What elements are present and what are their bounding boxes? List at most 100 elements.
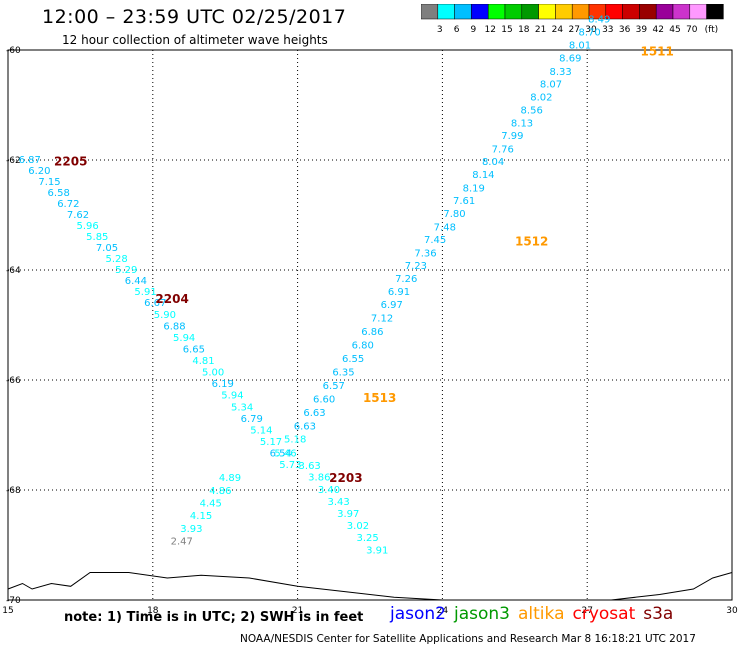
wave-height-value: 6.79 [241,414,263,425]
wave-height-value: 6.35 [332,368,354,379]
latitude-tick-label: -66 [6,376,21,386]
longitude-tick-label: 15 [2,606,13,616]
pass-time-label: 2203 [329,471,362,485]
satellite-legend: jason2 jason3 altika cryosat s3a [390,604,681,624]
wave-height-value: 6.63 [294,422,316,433]
pass-time-label: 2205 [54,155,87,169]
wave-height-value: 6.63 [303,408,325,419]
latitude-tick-label: -64 [6,266,21,276]
wave-height-value: 6.54 [270,448,292,459]
wave-height-value: 6.60 [313,395,335,406]
legend-label: 15 [501,25,512,35]
wave-height-value: 5.94 [173,333,195,344]
legend-label: 6 [454,25,460,35]
wave-height-value: 6.44 [125,276,147,287]
wave-height-value: 8.14 [472,170,494,181]
wave-height-value: 2.47 [171,536,193,547]
satellite-name: s3a [643,604,674,624]
legend-label: 30 [585,25,597,35]
pass-time-label: 1512 [515,234,548,248]
wave-height-value: 7.99 [501,131,523,142]
wave-height-value: 7.36 [414,248,436,259]
wave-height-value: 5.18 [284,435,306,446]
legend-label: 3 [437,25,443,35]
wave-height-value: 7.23 [405,261,427,272]
legend-label: 42 [652,25,663,35]
longitude-tick-label: 24 [437,606,449,616]
wave-height-value: 8.70 [578,28,600,39]
pass-time-label: 1511 [640,45,673,59]
wave-height-value: 3.97 [337,509,359,520]
wave-height-value: 6.20 [28,166,50,177]
wave-height-value: 7.61 [453,196,475,207]
wave-height-value: 6.80 [352,341,374,352]
wave-height-value: 8.07 [540,79,562,90]
legend-label: 27 [568,25,579,35]
wave-height-value: 7.62 [67,210,89,221]
wave-height-value: 6.72 [57,199,79,210]
legend-label: 45 [669,25,680,35]
wave-height-value: 4.86 [209,486,231,497]
latitude-tick-label: -68 [6,486,21,496]
wave-height-value: 3.25 [356,533,378,544]
wave-height-value: 3.91 [366,545,388,556]
wave-height-value: 6.57 [323,381,345,392]
wave-height-value: 6.97 [381,300,403,311]
wave-height-value: 7.05 [96,243,118,254]
wave-height-value: 5.46 [274,448,296,459]
wave-height-value: 7.76 [492,144,514,155]
legend-label: 9 [471,25,477,35]
wave-height-value: 7.15 [38,177,60,188]
legend-label: 18 [518,25,530,35]
wave-height-value: 5.90 [154,310,176,321]
wave-height-value: 3.40 [318,485,340,496]
legend-swatch [706,4,724,20]
wave-height-value: 3.93 [180,524,202,535]
longitude-tick-label: 18 [147,606,159,616]
wave-height-value: 6.91 [388,287,410,298]
wave-height-value: 8.69 [559,54,581,65]
legend-label: 36 [619,25,631,35]
map-frame [7,49,733,601]
wave-height-value: 8.13 [511,118,533,129]
satellite-name: cryosat [572,604,636,624]
wave-height-value: 5.17 [260,437,282,448]
credit-line: NOAA/NESDIS Center for Satellite Applica… [240,633,696,645]
legend-label: 39 [636,25,648,35]
wave-height-value: 5.28 [105,254,127,265]
pass-time-label: 2204 [155,292,188,306]
wave-height-value: 6.58 [48,188,70,199]
wave-height-value: 8.33 [550,67,572,78]
wave-height-value: 8.19 [463,183,485,194]
wave-height-value: 6.19 [212,379,234,390]
wave-height-value: 5.96 [77,221,99,232]
wave-height-value: 8.02 [530,93,552,104]
legend-label: 70 [686,25,698,35]
wave-height-value: 3.63 [299,461,321,472]
satellite-name: jason3 [454,604,510,624]
wave-height-value: 6.67 [144,298,166,309]
color-legend: 3 6 9 12 15 18 21 24 27 30 33 36 39 42 45 70 (ft) [421,4,724,35]
antarctic-coastline [7,572,733,601]
wave-height-value: 6.65 [183,345,205,356]
wave-height-value: 5.34 [231,402,253,413]
wave-height-value: 5.94 [221,391,243,402]
wave-height-value: 3.02 [347,521,369,532]
wave-height-value: 6.88 [163,321,185,332]
legend-label: 21 [535,25,546,35]
wave-height-value: 8.56 [521,105,543,116]
wave-height-value: 6.87 [19,155,41,166]
wave-height-value: 4.89 [219,473,241,484]
longitude-tick-label: 27 [581,606,592,616]
wave-height-value: 5.00 [202,368,224,379]
wave-height-value: 8.49 [588,15,610,26]
wave-height-value: 3.86 [308,473,330,484]
wave-height-value: 4.15 [190,511,212,522]
wave-height-value: 5.91 [134,287,156,298]
satellite-name: altika [518,604,565,624]
satellite-name: jason2 [390,604,446,624]
wave-height-value: 4.81 [192,356,214,367]
latitude-tick-label: -62 [6,156,21,166]
wave-height-value: 4.45 [200,499,222,510]
wave-height-value: 5.73 [279,460,301,471]
